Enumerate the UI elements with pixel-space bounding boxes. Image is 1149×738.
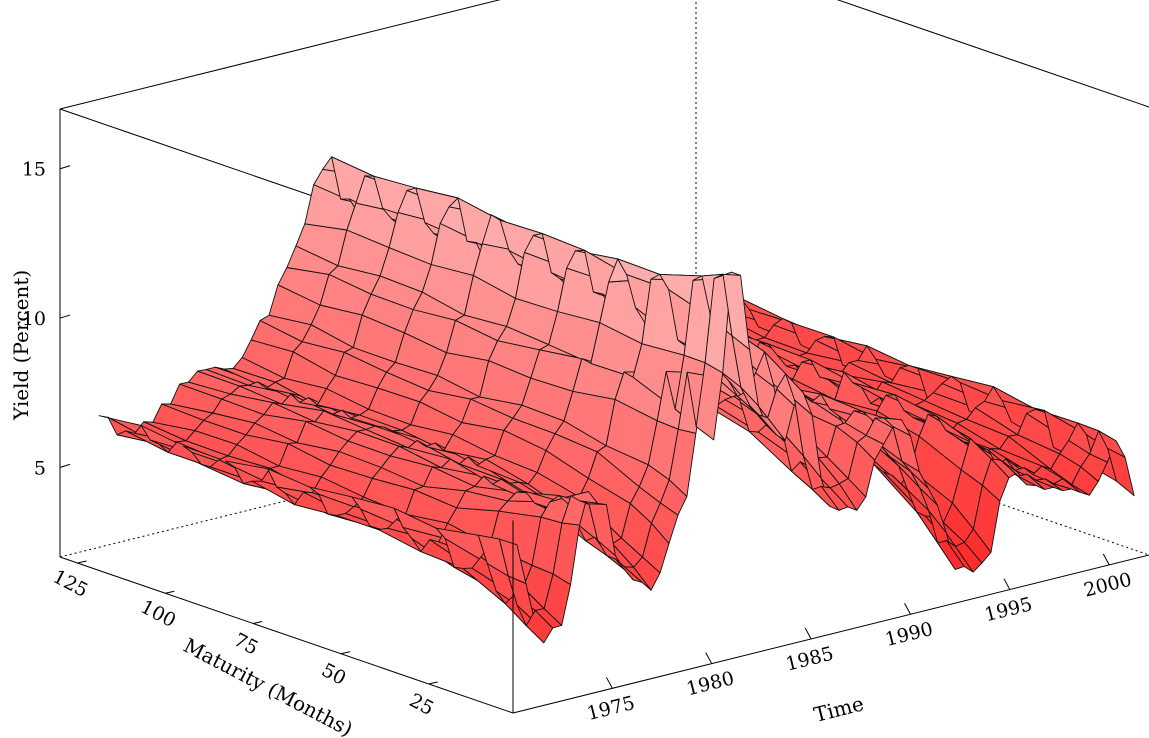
time-tick-mark bbox=[1003, 578, 1011, 590]
time-tick-mark bbox=[804, 627, 812, 640]
time-tick-label: 1990 bbox=[883, 618, 935, 651]
time-tick-label: 2000 bbox=[1082, 569, 1134, 602]
maturity-tick-label: 75 bbox=[230, 629, 262, 660]
maturity-tick-label: 50 bbox=[318, 659, 350, 690]
maturity-tick-mark bbox=[165, 590, 175, 594]
maturity-tick-mark bbox=[340, 651, 351, 655]
maturity-tick-label: 25 bbox=[406, 689, 438, 720]
time-tick-label: 1975 bbox=[585, 692, 637, 725]
time-tick-label: 1980 bbox=[684, 667, 736, 700]
surface-patch bbox=[1107, 447, 1135, 497]
time-tick-mark bbox=[705, 652, 713, 664]
z-tick-label: 10 bbox=[22, 308, 46, 330]
time-tick-mark bbox=[605, 677, 613, 689]
time-tick-mark bbox=[904, 603, 911, 615]
time-axis-line bbox=[512, 554, 1149, 714]
maturity-axis-title: Maturity (Months) bbox=[180, 633, 357, 738]
time-axis-title: Time bbox=[811, 691, 866, 727]
z-axis-title: Yield (Percent) bbox=[9, 270, 33, 421]
z-tick-label: 5 bbox=[34, 457, 46, 479]
maturity-axis-line bbox=[59, 556, 514, 714]
z-tick-mark bbox=[59, 165, 71, 170]
z-tick-label: 15 bbox=[22, 159, 46, 181]
maturity-tick-mark bbox=[428, 681, 438, 685]
time-tick-label: 1985 bbox=[784, 643, 836, 676]
maturity-axis-ticks: 25 50 75 100 125 bbox=[49, 560, 438, 720]
z-tick-mark bbox=[59, 463, 71, 468]
box-top-right-edge bbox=[836, 0, 1149, 108]
z-axis-ticks: 5 10 15 bbox=[22, 159, 71, 479]
maturity-tick-mark bbox=[77, 560, 87, 564]
maturity-tick-label: 125 bbox=[49, 566, 91, 602]
box-top-back-edge bbox=[59, 0, 501, 110]
maturity-tick-mark bbox=[253, 621, 263, 624]
maturity-tick-label: 100 bbox=[137, 596, 179, 632]
time-tick-mark bbox=[1102, 553, 1110, 566]
bounding-box-front bbox=[59, 109, 1149, 714]
z-tick-mark bbox=[59, 314, 71, 319]
time-tick-label: 1995 bbox=[982, 593, 1034, 626]
yield-surface bbox=[98, 156, 1135, 644]
